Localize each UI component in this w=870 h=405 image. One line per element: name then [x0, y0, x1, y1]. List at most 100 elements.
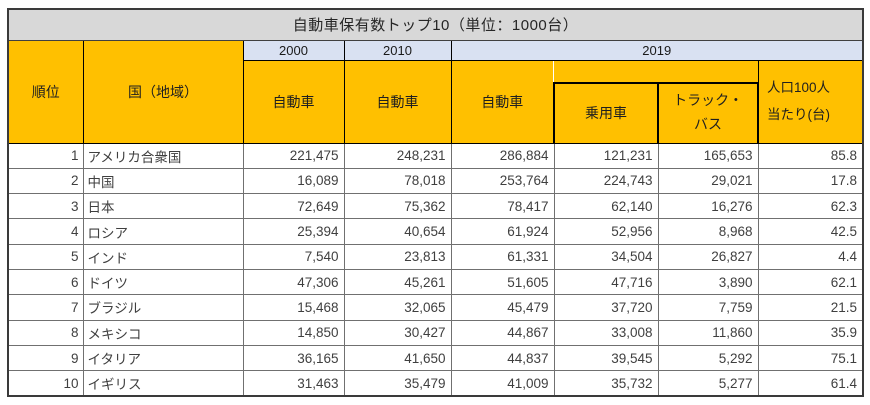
country-cell: ロシア — [82, 218, 244, 245]
rank-cell: 3 — [7, 193, 84, 220]
truck-bus-cell: 165,653 — [657, 142, 759, 169]
rank-cell: 2 — [7, 167, 84, 195]
table-row: 3 日本 72,649 75,362 78,417 62,140 16,276 … — [7, 193, 864, 220]
year-2010-header: 2010 — [343, 39, 452, 61]
value-2010-cell: 30,427 — [343, 319, 452, 346]
value-2010-cell: 32,065 — [343, 294, 452, 321]
per-capita-cell: 21.5 — [757, 294, 864, 321]
passenger-cell: 121,231 — [553, 142, 659, 169]
value-2010-cell: 248,231 — [343, 142, 452, 169]
per-capita-cell: 35.9 — [757, 319, 864, 346]
country-cell: インド — [82, 243, 244, 270]
table-row: 8 メキシコ 14,850 30,427 44,867 33,008 11,86… — [7, 319, 864, 346]
value-2010-cell: 41,650 — [343, 344, 452, 372]
value-2010-cell: 35,479 — [343, 370, 452, 397]
value-2000-cell: 16,089 — [242, 167, 345, 195]
passenger-cell: 52,956 — [553, 218, 659, 245]
per-capita-header-line2: 当たり(台) — [767, 106, 830, 122]
car-2000-header: 自動車 — [242, 59, 345, 144]
title-row: 自動車保有数トップ10（単位：1000台） — [7, 8, 864, 41]
table-row: 4 ロシア 25,394 40,654 61,924 52,956 8,968 … — [7, 218, 864, 245]
truck-bus-header: トラック・ バス — [657, 82, 759, 144]
country-header: 国（地域） — [82, 39, 244, 144]
country-cell: イギリス — [82, 370, 244, 397]
truck-bus-cell: 26,827 — [657, 243, 759, 270]
vehicle-ownership-table: 自動車保有数トップ10（単位：1000台） 順位 国（地域） 2000 2010… — [7, 8, 864, 397]
year-2019-header: 2019 — [450, 39, 864, 61]
rank-cell: 10 — [7, 370, 84, 397]
value-2000-cell: 7,540 — [242, 243, 345, 270]
table-row: 1 アメリカ合衆国 221,475 248,231 286,884 121,23… — [7, 142, 864, 169]
value-2019-cell: 61,924 — [450, 218, 555, 245]
value-2019-cell: 51,605 — [450, 268, 555, 296]
value-2010-cell: 40,654 — [343, 218, 452, 245]
country-cell: ブラジル — [82, 294, 244, 321]
per-capita-cell: 17.8 — [757, 167, 864, 195]
value-2019-cell: 44,867 — [450, 319, 555, 346]
per-capita-cell: 62.1 — [757, 268, 864, 296]
value-2019-cell: 253,764 — [450, 167, 555, 195]
rank-cell: 1 — [7, 142, 84, 169]
country-cell: ドイツ — [82, 268, 244, 296]
country-cell: 中国 — [82, 167, 244, 195]
passenger-cell: 33,008 — [553, 319, 659, 346]
passenger-cell: 224,743 — [553, 167, 659, 195]
table-row: 10 イギリス 31,463 35,479 41,009 35,732 5,27… — [7, 370, 864, 397]
value-2019-cell: 44,837 — [450, 344, 555, 372]
truck-bus-cell: 16,276 — [657, 193, 759, 220]
value-2010-cell: 45,261 — [343, 268, 452, 296]
rank-cell: 4 — [7, 218, 84, 245]
value-2000-cell: 47,306 — [242, 268, 345, 296]
value-2019-cell: 78,417 — [450, 193, 555, 220]
value-2019-cell: 45,479 — [450, 294, 555, 321]
per-capita-header-line1: 人口100人 — [767, 80, 831, 96]
car-2019-header: 自動車 — [450, 59, 554, 144]
country-cell: 日本 — [82, 193, 244, 220]
per-capita-cell: 4.4 — [757, 243, 864, 270]
rank-cell: 6 — [7, 268, 84, 296]
per-capita-cell: 75.1 — [757, 344, 864, 372]
value-2000-cell: 221,475 — [242, 142, 345, 169]
truck-bus-cell: 11,860 — [657, 319, 759, 346]
truck-bus-cell: 5,292 — [657, 344, 759, 372]
value-2000-cell: 36,165 — [242, 344, 345, 372]
per-capita-header: 人口100人 当たり(台) — [757, 59, 864, 144]
rank-header: 順位 — [7, 39, 84, 144]
table-row: 9 イタリア 36,165 41,650 44,837 39,545 5,292… — [7, 344, 864, 372]
value-2010-cell: 78,018 — [343, 167, 452, 195]
year-header-row: 順位 国（地域） 2000 2010 2019 — [7, 39, 864, 144]
value-2019-cell: 41,009 — [450, 370, 555, 397]
table-row: 5 インド 7,540 23,813 61,331 34,504 26,827 … — [7, 243, 864, 270]
value-2000-cell: 15,468 — [242, 294, 345, 321]
value-2019-cell: 286,884 — [450, 142, 555, 169]
value-2000-cell: 31,463 — [242, 370, 345, 397]
truck-bus-cell: 8,968 — [657, 218, 759, 245]
value-2019-cell: 61,331 — [450, 243, 555, 270]
year-2000-header: 2000 — [242, 39, 345, 61]
car-2010-header: 自動車 — [343, 59, 452, 144]
country-cell: メキシコ — [82, 319, 244, 346]
subheader-row-1: 自動車 自動車 自動車 人口100人 当たり(台) — [8, 59, 864, 144]
table-title: 自動車保有数トップ10（単位：1000台） — [7, 8, 864, 41]
passenger-cell: 34,504 — [553, 243, 659, 270]
per-capita-cell: 61.4 — [757, 370, 864, 397]
value-2000-cell: 14,850 — [242, 319, 345, 346]
header-spacer — [554, 59, 758, 84]
value-2000-cell: 25,394 — [242, 218, 345, 245]
rank-cell: 9 — [7, 344, 84, 372]
value-2010-cell: 75,362 — [343, 193, 452, 220]
truck-bus-header-line2: バス — [694, 116, 722, 133]
rank-cell: 5 — [7, 243, 84, 270]
passenger-cell: 47,716 — [553, 268, 659, 296]
truck-bus-cell: 3,890 — [657, 268, 759, 296]
passenger-cell: 37,720 — [553, 294, 659, 321]
table-row: 7 ブラジル 15,468 32,065 45,479 37,720 7,759… — [7, 294, 864, 321]
table-row: 6 ドイツ 47,306 45,261 51,605 47,716 3,890 … — [7, 268, 864, 296]
country-cell: アメリカ合衆国 — [82, 142, 244, 169]
passenger-cell: 35,732 — [553, 370, 659, 397]
truck-bus-cell: 5,277 — [657, 370, 759, 397]
truck-bus-header-line1: トラック・ — [673, 92, 743, 109]
passenger-cell: 62,140 — [553, 193, 659, 220]
rank-cell: 8 — [7, 319, 84, 346]
truck-bus-cell: 29,021 — [657, 167, 759, 195]
